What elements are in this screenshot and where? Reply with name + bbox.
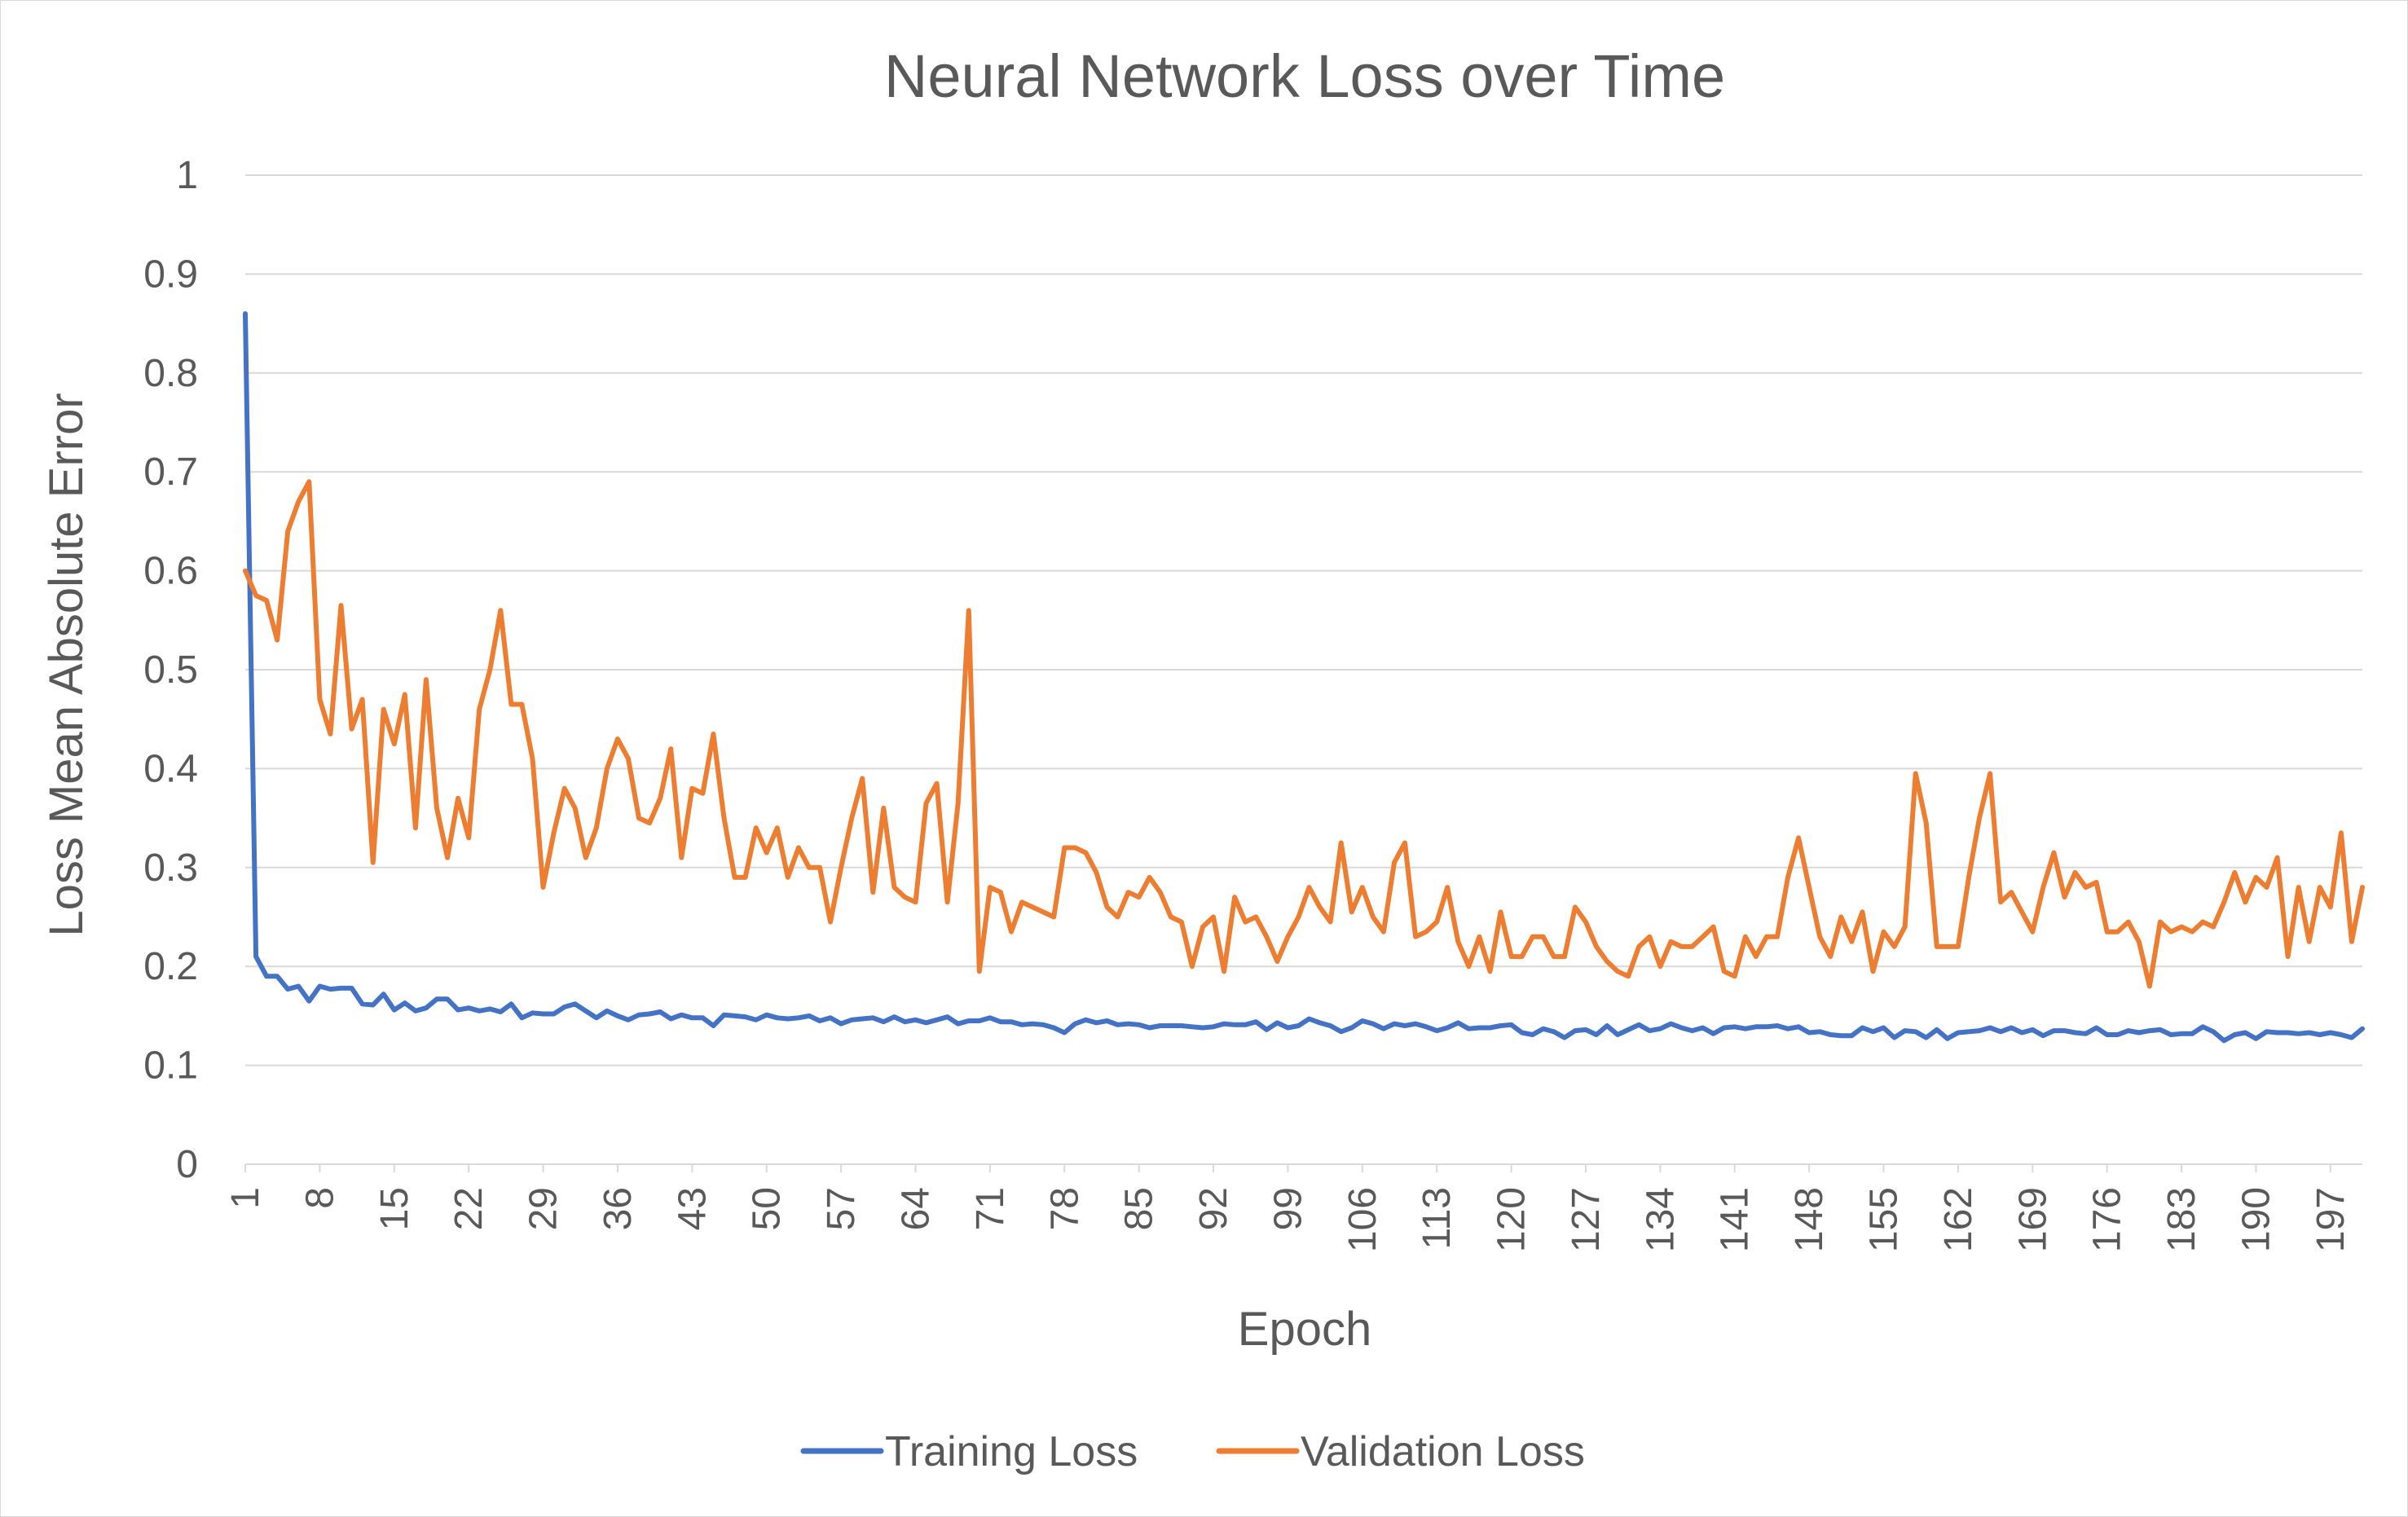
x-tick-label: 92 bbox=[1192, 1187, 1235, 1230]
chart-title: Neural Network Loss over Time bbox=[884, 42, 1725, 110]
x-tick-label: 169 bbox=[2011, 1187, 2054, 1252]
legend-label: Validation Loss bbox=[1301, 1428, 1585, 1475]
x-tick-label: 78 bbox=[1043, 1187, 1086, 1230]
x-tick-label: 127 bbox=[1565, 1187, 1608, 1252]
legend-label: Training Loss bbox=[885, 1428, 1138, 1475]
x-axis-label: Epoch bbox=[1238, 1303, 1371, 1356]
x-tick-label: 162 bbox=[1937, 1187, 1980, 1252]
x-axis-ticks: 1 8 15 22 29 36 43 50 57 64 71 78 85 92 99 106 113 120 127… bbox=[224, 1164, 2353, 1252]
y-tick-label: 0.7 bbox=[143, 451, 198, 494]
x-tick-label: 64 bbox=[894, 1187, 937, 1230]
x-tick-label: 1 bbox=[224, 1187, 267, 1209]
y-tick-label: 0 bbox=[176, 1143, 198, 1186]
x-tick-label: 8 bbox=[298, 1187, 341, 1209]
y-tick-label: 0.2 bbox=[143, 945, 198, 988]
x-tick-label: 43 bbox=[671, 1187, 714, 1230]
y-tick-label: 0.6 bbox=[143, 550, 198, 593]
x-tick-label: 36 bbox=[596, 1187, 640, 1230]
x-tick-label: 15 bbox=[373, 1187, 416, 1230]
x-tick-label: 57 bbox=[820, 1187, 863, 1230]
y-tick-label: 0.8 bbox=[143, 352, 198, 395]
series-line-training-loss bbox=[243, 311, 2365, 1044]
x-tick-label: 120 bbox=[1490, 1187, 1534, 1252]
x-tick-label: 148 bbox=[1788, 1187, 1831, 1252]
x-tick-label: 190 bbox=[2234, 1187, 2278, 1252]
series-lines bbox=[243, 311, 2365, 1044]
y-tick-label: 0.9 bbox=[143, 253, 198, 296]
x-tick-label: 106 bbox=[1341, 1187, 1384, 1252]
y-tick-label: 0.5 bbox=[143, 649, 198, 692]
x-tick-label: 113 bbox=[1415, 1187, 1459, 1250]
series-line-validation-loss bbox=[243, 479, 2365, 989]
x-tick-label: 71 bbox=[969, 1187, 1012, 1230]
y-tick-label: 0.1 bbox=[143, 1044, 198, 1088]
legend: Training Loss Validation Loss bbox=[800, 1428, 1585, 1475]
x-tick-label: 197 bbox=[2309, 1187, 2353, 1252]
y-tick-label: 0.4 bbox=[143, 747, 198, 790]
x-tick-label: 155 bbox=[1863, 1187, 1906, 1252]
x-tick-label: 29 bbox=[522, 1187, 566, 1230]
x-tick-label: 134 bbox=[1639, 1187, 1682, 1252]
x-tick-label: 183 bbox=[2160, 1187, 2203, 1252]
y-axis-label: Loss Mean Absolute Error bbox=[40, 393, 93, 936]
x-tick-label: 50 bbox=[746, 1187, 789, 1230]
gridlines bbox=[245, 174, 2362, 1165]
y-tick-label: 0.3 bbox=[143, 846, 198, 890]
y-axis-ticks: 0 0.1 0.2 0.3 0.4 0.5 0.6 0.7 0.8 0.9 1 bbox=[143, 154, 198, 1186]
x-tick-label: 99 bbox=[1266, 1187, 1310, 1230]
x-tick-label: 22 bbox=[447, 1187, 491, 1230]
y-tick-label: 1 bbox=[176, 154, 198, 197]
legend-item: Training Loss bbox=[800, 1428, 1138, 1475]
x-tick-label: 176 bbox=[2086, 1187, 2129, 1252]
legend-item: Validation Loss bbox=[1216, 1428, 1585, 1475]
x-tick-label: 141 bbox=[1714, 1187, 1757, 1252]
x-tick-label: 85 bbox=[1118, 1187, 1161, 1230]
